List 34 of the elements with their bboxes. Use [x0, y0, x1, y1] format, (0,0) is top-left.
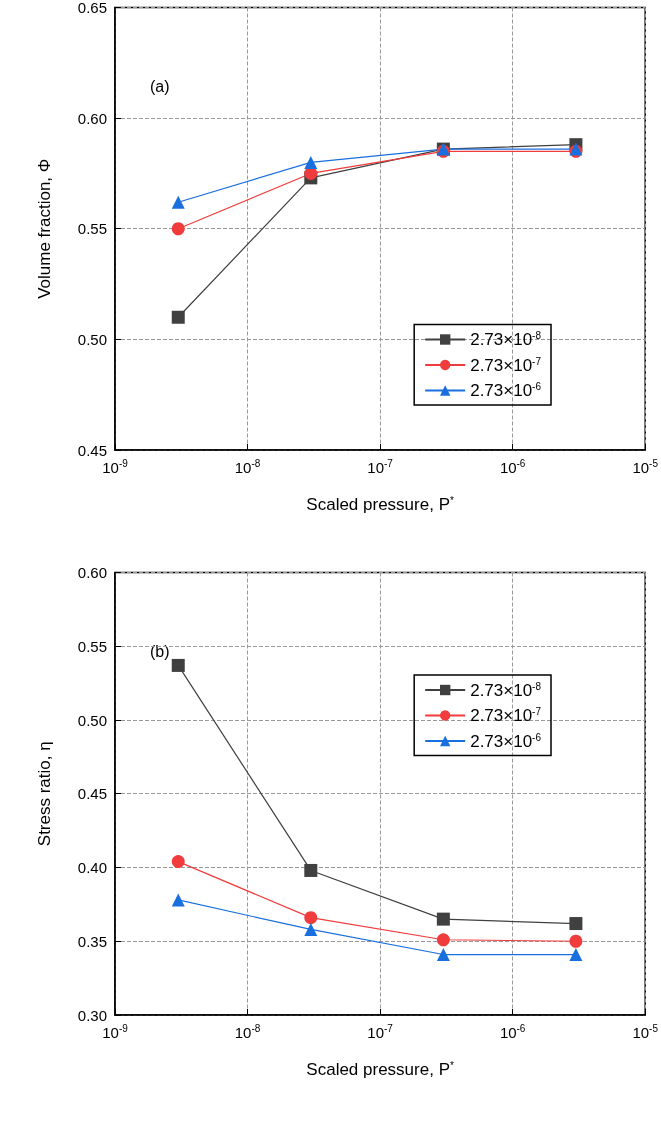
point	[569, 917, 583, 931]
y-tick-label: 0.60	[77, 564, 107, 581]
x-axis-title: Scaled pressure, P*	[306, 494, 454, 514]
y-tick-label: 0.65	[77, 0, 107, 16]
y-tick-label: 0.35	[77, 932, 107, 950]
y-tick-label: 0.45	[77, 441, 107, 459]
point	[436, 948, 450, 962]
point	[171, 855, 185, 869]
point	[171, 310, 185, 324]
point	[171, 658, 185, 672]
y-tick-label: 0.45	[77, 785, 107, 803]
point	[569, 934, 583, 948]
point	[304, 863, 318, 877]
y-tick-label: 0.50	[77, 330, 107, 348]
y-tick-label: 0.60	[77, 109, 107, 127]
y-tick-label: 0.55	[77, 637, 107, 655]
annotation: (a)	[150, 77, 170, 95]
x-axis-title: Scaled pressure, P*	[306, 1059, 454, 1079]
y-tick-label: 0.50	[77, 711, 107, 729]
point	[304, 922, 318, 936]
y-tick-label: 0.55	[77, 220, 107, 238]
y-axis-title: Volume fraction, Φ	[35, 158, 54, 299]
point	[436, 912, 450, 926]
y-axis-title: Stress ratio, η	[35, 741, 54, 847]
point	[171, 195, 185, 209]
point	[171, 222, 185, 236]
point	[304, 155, 318, 169]
y-tick-label: 0.30	[77, 1006, 107, 1024]
point	[171, 893, 185, 907]
annotation: (b)	[150, 642, 170, 660]
y-tick-label: 0.40	[77, 859, 107, 876]
point	[436, 933, 450, 947]
point	[304, 911, 318, 925]
point	[569, 948, 583, 962]
